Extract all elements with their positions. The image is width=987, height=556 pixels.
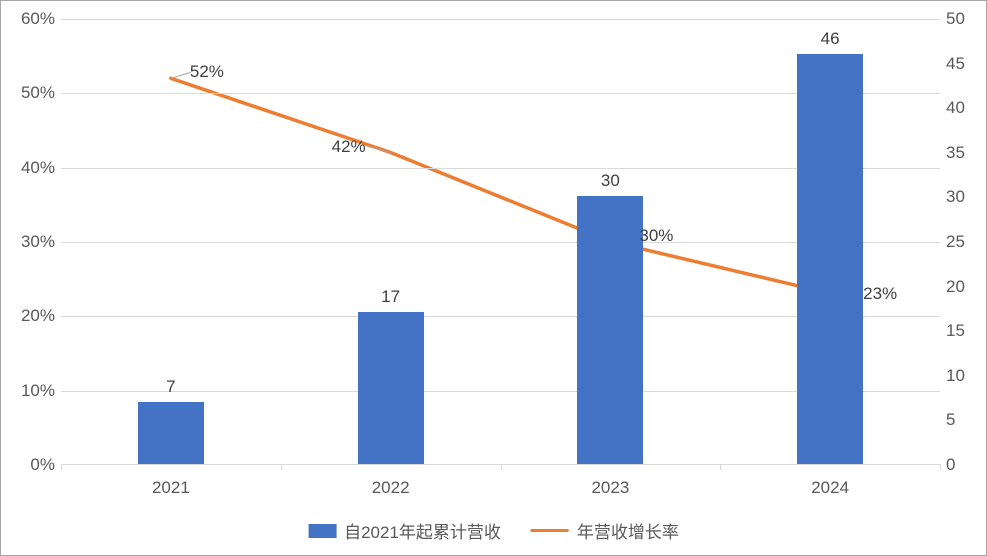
y-right-tick-label: 30: [946, 187, 982, 207]
legend-item-line: 年营收增长率: [531, 518, 679, 543]
y-left-tick-label: 30%: [11, 232, 55, 252]
y-right-tick-label: 5: [946, 410, 982, 430]
line-data-label: 42%: [332, 137, 366, 157]
y-right-tick-label: 0: [946, 455, 982, 475]
y-right-tick-label: 45: [946, 54, 982, 74]
y-right-tick-label: 15: [946, 321, 982, 341]
x-tick: [61, 464, 62, 470]
x-axis-label: 2022: [372, 478, 410, 498]
x-tick: [940, 464, 941, 470]
y-right-tick-label: 50: [946, 9, 982, 29]
y-left-tick-label: 20%: [11, 306, 55, 326]
bar-data-label: 46: [821, 29, 840, 49]
y-right-tick-label: 40: [946, 98, 982, 118]
plot-area: 0%10%20%30%40%50%60%05101520253035404550…: [61, 19, 940, 465]
bar-data-label: 7: [166, 377, 175, 397]
x-tick: [501, 464, 502, 470]
legend-swatch-bar: [308, 524, 336, 538]
y-left-tick-label: 60%: [11, 9, 55, 29]
line-series: [171, 78, 830, 293]
line-data-label: 52%: [190, 62, 224, 82]
bar: [358, 312, 424, 464]
y-right-tick-label: 25: [946, 232, 982, 252]
chart-container: 0% 10% 20% 30% 40% 50% 60% 0 5 10 15 20 25 30 35 40 45 50…: [0, 0, 987, 556]
legend-item-bars: 自2021年起累计营收: [308, 518, 501, 543]
y-right-tick-label: 35: [946, 143, 982, 163]
x-axis-label: 2024: [811, 478, 849, 498]
bar: [577, 196, 643, 464]
legend-swatch-line: [531, 529, 569, 532]
y-left-tick-label: 40%: [11, 158, 55, 178]
y-left-tick-label: 0%: [11, 455, 55, 475]
y-left-tick-label: 10%: [11, 381, 55, 401]
y-right-tick-label: 10: [946, 366, 982, 386]
bar-data-label: 30: [601, 171, 620, 191]
x-tick: [720, 464, 721, 470]
bar: [138, 402, 204, 464]
data-label-leader: [171, 72, 191, 78]
x-tick: [281, 464, 282, 470]
x-axis-label: 2021: [152, 478, 190, 498]
data-label-leader: [368, 147, 391, 153]
gridline: [61, 19, 940, 20]
bar-data-label: 17: [381, 287, 400, 307]
y-left-tick-label: 50%: [11, 83, 55, 103]
legend-label-bars: 自2021年起累计营收: [344, 518, 501, 543]
line-data-label: 23%: [863, 284, 897, 304]
x-axis-label: 2023: [591, 478, 629, 498]
legend-label-line: 年营收增长率: [577, 518, 679, 543]
legend: 自2021年起累计营收 年营收增长率: [308, 518, 679, 543]
y-right-tick-label: 20: [946, 277, 982, 297]
line-data-label: 30%: [639, 226, 673, 246]
bar: [797, 54, 863, 464]
